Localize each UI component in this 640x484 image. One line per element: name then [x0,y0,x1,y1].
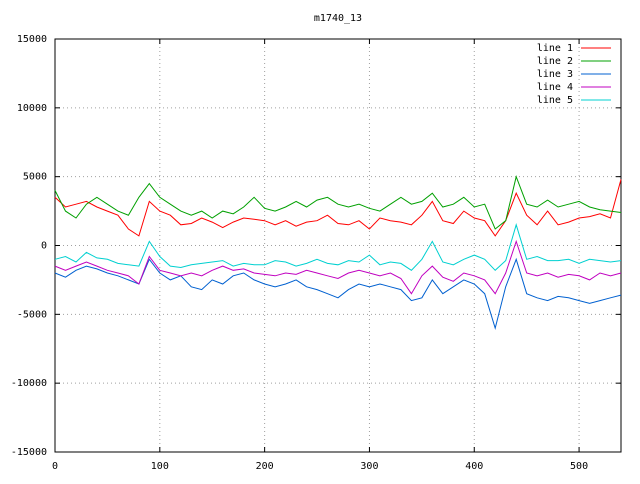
legend-label: line 3 [537,69,573,80]
series-line [54,257,622,330]
legend-label: line 5 [537,95,573,106]
y-tick-label: 0 [41,241,47,252]
x-tick-label: 0 [52,461,58,472]
series-line [54,223,622,272]
y-tick-label: 10000 [17,103,47,114]
y-tick-label: 15000 [17,34,47,45]
series-line [54,175,622,230]
x-tick-label: 200 [256,461,274,472]
chart-title: m1740_13 [314,13,362,24]
y-tick-label: -5000 [17,309,47,320]
y-tick-label: -15000 [11,447,47,458]
series-line [54,179,622,237]
legend-label: line 1 [537,43,573,54]
y-tick-label: 5000 [23,172,47,183]
legend-label: line 4 [537,82,573,93]
y-tick-label: -10000 [11,378,47,389]
x-tick-label: 100 [151,461,169,472]
series-line [54,239,622,295]
x-tick-label: 500 [570,461,588,472]
plot-border [54,38,622,453]
x-tick-label: 400 [465,461,483,472]
legend-label: line 2 [537,56,573,67]
x-tick-label: 300 [360,461,378,472]
